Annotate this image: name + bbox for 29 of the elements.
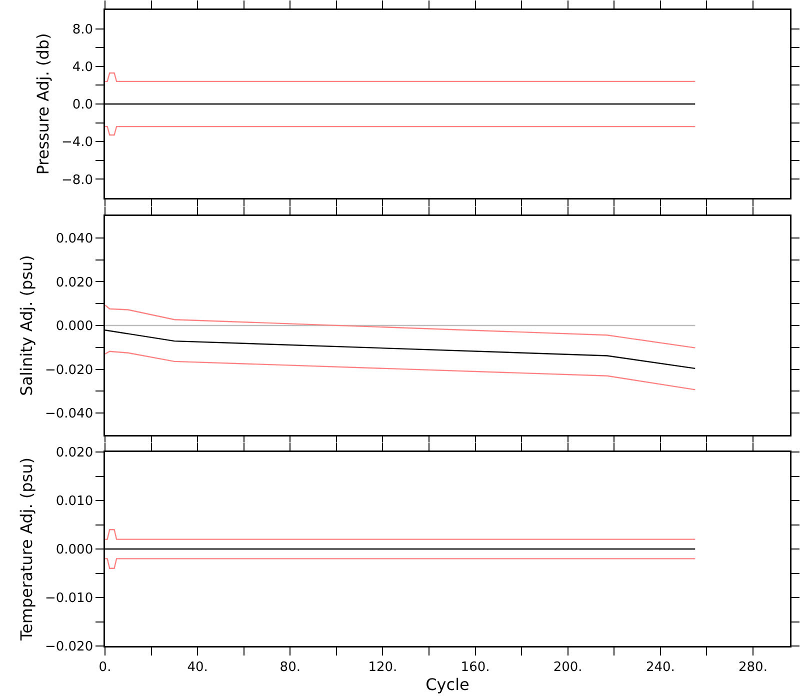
y-tick-label: 8.0 [72, 22, 94, 38]
x-tick-label: 40. [187, 660, 208, 675]
y-tick-label: −0.040 [44, 406, 94, 422]
x-tick-label: 280. [738, 660, 768, 675]
y-tick-label: −0.020 [44, 640, 94, 655]
y-tick-label: 0.020 [56, 275, 94, 290]
line-series [105, 350, 696, 390]
x-axis-title: Cycle [426, 674, 470, 694]
y-tick-label: 0.0 [72, 98, 94, 113]
y-tick-label: 0.000 [56, 542, 94, 558]
y-tick-label: −0.020 [44, 362, 94, 378]
x-tick-label: 240. [646, 660, 675, 675]
y-tick-label: 0.020 [56, 446, 94, 461]
x-tick-label: 200. [553, 660, 582, 675]
y-axis-title: Salinity Adj. (psu) [17, 255, 36, 396]
y-tick-label: −0.010 [44, 591, 94, 606]
x-tick-label: 0. [98, 660, 112, 675]
y-tick-label: −8.0 [62, 172, 94, 188]
y-tick-label: 0.010 [56, 494, 94, 510]
x-tick-label: 120. [368, 660, 398, 675]
y-tick-label: 0.040 [56, 231, 94, 246]
y-axis-title: Pressure Adj. (db) [34, 33, 53, 175]
y-axis-title: Temperature Adj. (psu) [17, 458, 36, 642]
x-tick-label: 160. [460, 660, 490, 675]
x-tick-label: 80. [280, 660, 300, 675]
y-tick-label: 4.0 [72, 60, 94, 75]
line-series [105, 304, 696, 348]
y-tick-label: −4.0 [62, 135, 94, 150]
y-tick-label: 0.000 [56, 319, 94, 334]
